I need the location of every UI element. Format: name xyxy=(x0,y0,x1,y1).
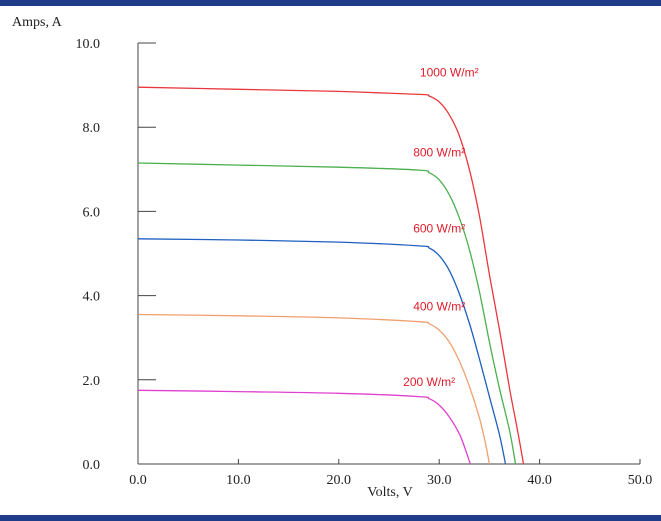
y-tick-label: 4.0 xyxy=(83,290,101,305)
top-border-bar xyxy=(0,0,661,6)
x-tick-label: 40.0 xyxy=(527,473,552,488)
curve-label: 200 W/m² xyxy=(403,375,455,389)
y-tick-label: 10.0 xyxy=(76,37,101,52)
series-line-4 xyxy=(137,313,491,465)
curve-label: 600 W/m² xyxy=(413,221,465,235)
series-line-5 xyxy=(137,389,471,465)
x-tick-label: 10.0 xyxy=(226,473,251,488)
curve-labels-group: 1000 W/m² 800 W/m² 600 W/m² 400 W/m² 200 W/m… xyxy=(403,66,478,389)
series-line-3 xyxy=(137,238,507,465)
curve-label: 400 W/m² xyxy=(413,299,465,313)
series-line-2 xyxy=(137,162,517,465)
x-axis-title: Volts, V xyxy=(367,485,412,500)
bottom-border-bar xyxy=(0,515,661,521)
y-axis-title: Amps, A xyxy=(12,15,63,30)
x-tick-label: 20.0 xyxy=(327,473,352,488)
series-line-1 xyxy=(137,86,525,465)
ticks-group: 0.0 2.0 4.0 6.0 8.0 10.0 0.0 10.0 20.0 30.0 40.0 50… xyxy=(76,37,653,488)
curves-group xyxy=(137,86,525,465)
y-tick-label: 6.0 xyxy=(83,205,101,220)
axes-group xyxy=(137,43,640,465)
curve-label: 800 W/m² xyxy=(413,146,465,160)
x-tick-label: 30.0 xyxy=(427,473,452,488)
x-tick-label: 50.0 xyxy=(628,473,653,488)
y-tick-label: 2.0 xyxy=(83,374,101,389)
x-tick-label: 0.0 xyxy=(129,473,147,488)
curve-label: 1000 W/m² xyxy=(420,66,479,80)
y-tick-label: 8.0 xyxy=(83,121,101,136)
y-tick-label: 0.0 xyxy=(83,458,101,473)
